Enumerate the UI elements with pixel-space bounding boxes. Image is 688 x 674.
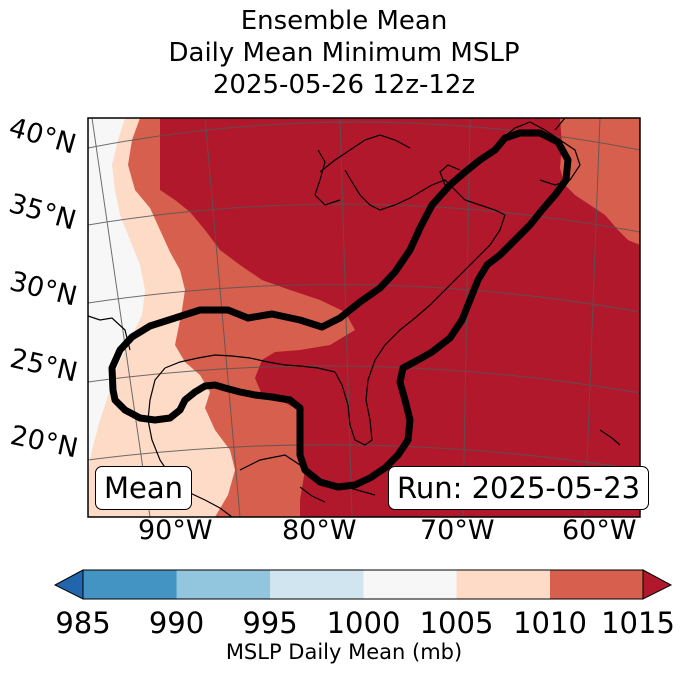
title-line-3: 2025-05-26 12z-12z xyxy=(212,70,476,100)
colorbar xyxy=(53,569,673,600)
pressure-field-1005-1010 xyxy=(88,118,235,517)
colorbar-tick-990: 990 xyxy=(148,606,205,640)
colorbar-tick-1005: 1005 xyxy=(419,606,494,640)
colorbar-bin-985-990 xyxy=(83,570,177,599)
colorbar-extend-low xyxy=(53,569,84,600)
colorbar-bin-1010-1015 xyxy=(550,570,643,599)
colorbar-tick-1000: 1000 xyxy=(326,606,401,640)
title-line-1: Ensemble Mean xyxy=(240,6,448,36)
colorbar-label: MSLP Daily Mean (mb) xyxy=(225,640,463,664)
colorbar-tick-985: 985 xyxy=(55,606,111,640)
colorbar-bin-1005-1010 xyxy=(456,570,550,599)
colorbar-bin-990-995 xyxy=(176,570,270,599)
map-panel xyxy=(88,118,640,517)
colorbar-bin-1000-1005 xyxy=(363,570,457,599)
colorbar-tick-1015: 1015 xyxy=(601,606,675,640)
colorbar-extend-high xyxy=(642,569,673,600)
colorbar-bin-995-1000 xyxy=(270,570,364,599)
lon-label-80w: 80°W xyxy=(282,515,357,546)
run-date-box: Run: 2025-05-23 xyxy=(388,466,650,510)
colorbar-frame xyxy=(82,569,644,600)
map-frame xyxy=(87,117,641,518)
pressure-field-1000-1005 xyxy=(88,118,145,470)
colorbar-tick-995: 995 xyxy=(242,606,298,640)
pressure-field-1010-1015-east xyxy=(560,118,640,245)
lon-label-70w: 70°W xyxy=(420,515,495,546)
colorbar-tick-1010: 1010 xyxy=(513,606,587,640)
ensemble-mean-contour xyxy=(108,129,572,491)
mean-label-box: Mean xyxy=(95,466,193,510)
lon-label-90w: 90°W xyxy=(138,515,213,546)
title-line-2: Daily Mean Minimum MSLP xyxy=(168,38,520,68)
lon-label-60w: 60°W xyxy=(562,515,637,546)
